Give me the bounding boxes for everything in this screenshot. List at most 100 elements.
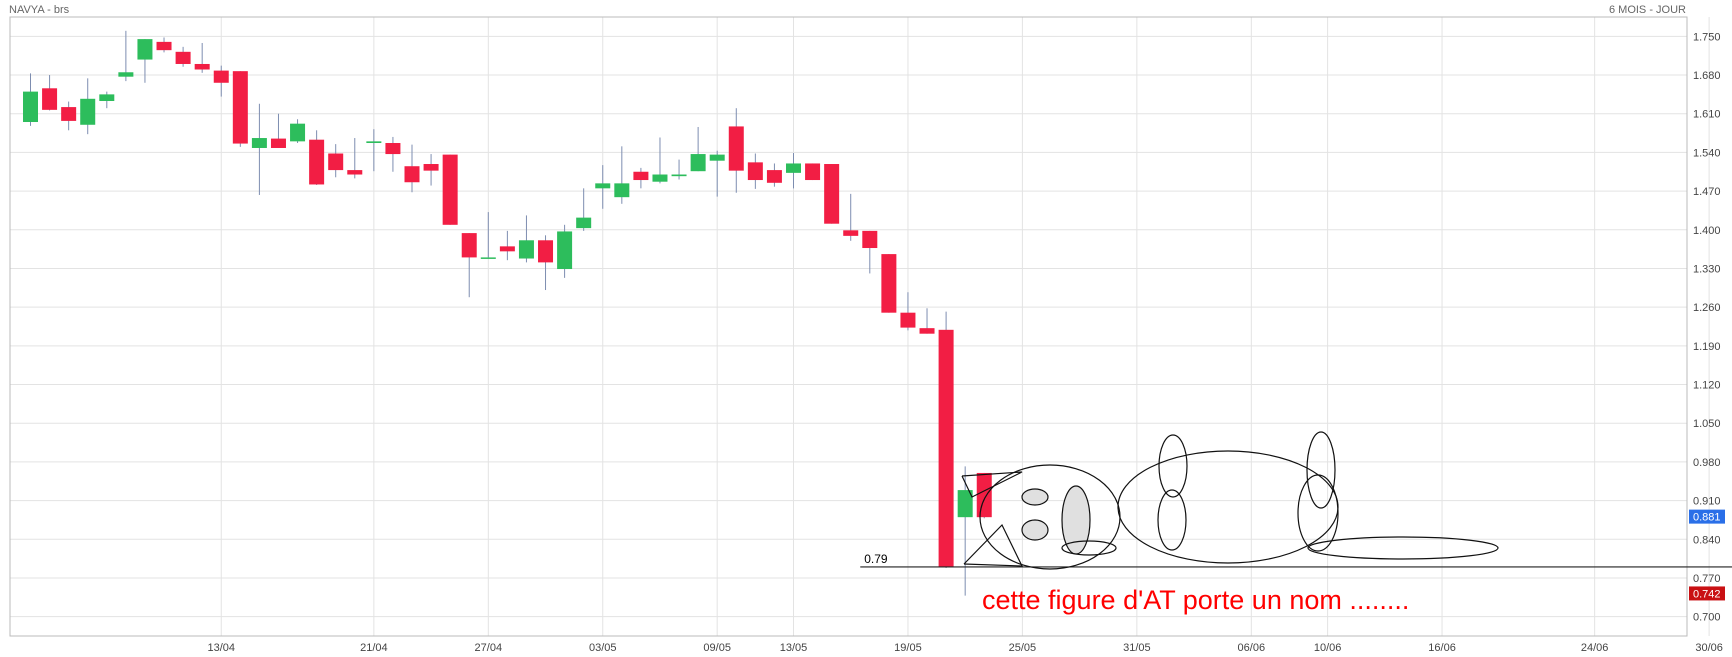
x-tick-label: 03/05: [589, 642, 617, 654]
plot-frame: [9, 16, 1688, 637]
candle-body: [671, 174, 687, 177]
x-tick-label: 09/05: [703, 642, 731, 654]
candle-body: [213, 70, 229, 83]
chart-title: NAVYA - brs: [9, 4, 70, 16]
candle-body: [576, 217, 592, 229]
x-tick-label: 30/06: [1695, 642, 1723, 654]
candle-body: [766, 170, 782, 183]
figure-body: [1117, 450, 1339, 564]
low-price-tag: [1689, 586, 1725, 601]
y-tick-label: 0.840: [1693, 534, 1721, 546]
y-tick-label: 0.700: [1693, 612, 1721, 624]
y-tick-label: 1.750: [1693, 31, 1721, 43]
candle-body: [137, 39, 153, 60]
candle-body: [480, 257, 496, 259]
candle-body: [23, 91, 38, 123]
candle-body: [42, 88, 58, 110]
candle-body: [385, 143, 401, 155]
candle-body: [270, 138, 286, 148]
candle-body: [404, 166, 420, 183]
x-tick-label: 27/04: [475, 642, 503, 654]
figure-leg-1: [1158, 434, 1188, 498]
figure-eye-top: [1021, 488, 1049, 506]
y-tick-label: 1.680: [1693, 70, 1721, 82]
candle-body: [538, 240, 554, 263]
candle-body: [80, 98, 96, 125]
low-price-label: 0.742: [1693, 588, 1721, 600]
candle-body: [290, 123, 306, 142]
candle-body: [805, 163, 821, 181]
last-price-tag: [1689, 509, 1725, 524]
candle-body: [862, 230, 878, 249]
y-tick-label: 1.050: [1693, 418, 1721, 430]
figure-ear-top: [961, 471, 1023, 498]
candle-body: [61, 107, 77, 121]
y-tick-label: 1.610: [1693, 109, 1721, 121]
candle-body: [747, 162, 763, 181]
candle-body: [156, 41, 172, 51]
price-tags: 0.881 0.742: [1689, 509, 1725, 601]
candle-body: [709, 154, 725, 161]
y-tick-label: 0.980: [1693, 457, 1721, 469]
candle-body: [461, 233, 477, 258]
chart-period: 6 MOIS - JOUR: [1609, 4, 1686, 16]
y-axis-labels: 1.750 1.680 1.610 1.540 1.470 1.400 1.330 1.260…: [1693, 31, 1721, 623]
candle-body: [175, 51, 191, 64]
candle-body: [557, 231, 573, 270]
candle-body: [99, 94, 115, 102]
candle-body: [366, 141, 382, 144]
y-tick-label: 1.540: [1693, 147, 1721, 159]
candle-body: [824, 164, 840, 224]
figure-leg-3: [1306, 431, 1336, 509]
candle-body: [328, 153, 344, 171]
figure-head: [979, 464, 1121, 570]
candle-body: [442, 154, 458, 225]
figure-ear-bottom: [963, 523, 1023, 567]
candle-body: [309, 139, 325, 185]
x-axis-labels: 13/04 21/04 27/04 03/05 09/05 13/05 19/05 25/05…: [207, 642, 1723, 654]
candles: [23, 30, 992, 596]
candle-body: [938, 329, 954, 567]
y-tick-label: 1.260: [1693, 302, 1721, 314]
x-tick-label: 24/06: [1581, 642, 1609, 654]
candle-body: [614, 183, 630, 198]
candle-body: [118, 72, 134, 77]
figure-leg-2: [1157, 489, 1187, 551]
x-tick-label: 19/05: [894, 642, 922, 654]
y-tick-label: 1.400: [1693, 225, 1721, 237]
candle-body: [690, 154, 706, 172]
x-tick-label: 06/06: [1238, 642, 1266, 654]
annotation-text: cette figure d'AT porte un nom ........: [982, 585, 1409, 615]
figure-mouth: [1061, 540, 1117, 556]
gridlines: [10, 17, 1710, 636]
candle-body: [633, 171, 649, 181]
figure-tail: [1307, 536, 1499, 560]
y-tick-label: 0.770: [1693, 573, 1721, 585]
y-tick-label: 0.910: [1693, 496, 1721, 508]
hand-drawn-figure: [961, 431, 1499, 570]
support-line-label: 0.79: [864, 552, 888, 566]
candle-body: [499, 246, 515, 252]
figure-eye-bottom: [1021, 519, 1049, 541]
candle-body: [251, 138, 267, 148]
figure-leg-4: [1297, 474, 1339, 552]
candle-body: [919, 328, 935, 334]
candle-body: [957, 490, 973, 518]
candle-body: [976, 472, 992, 518]
last-price-label: 0.881: [1693, 512, 1721, 524]
y-tick-label: 1.330: [1693, 263, 1721, 275]
x-tick-label: 10/06: [1314, 642, 1342, 654]
x-tick-label: 13/05: [780, 642, 808, 654]
candle-body: [595, 183, 611, 189]
y-tick-label: 1.470: [1693, 186, 1721, 198]
candle-body: [843, 230, 859, 236]
candle-body: [652, 174, 668, 182]
candle-body: [423, 164, 439, 171]
candle-body: [786, 163, 801, 173]
candle-body: [728, 126, 744, 171]
x-tick-label: 31/05: [1123, 642, 1151, 654]
x-tick-label: 21/04: [360, 642, 388, 654]
candle-body: [232, 71, 248, 144]
x-tick-label: 13/04: [207, 642, 235, 654]
